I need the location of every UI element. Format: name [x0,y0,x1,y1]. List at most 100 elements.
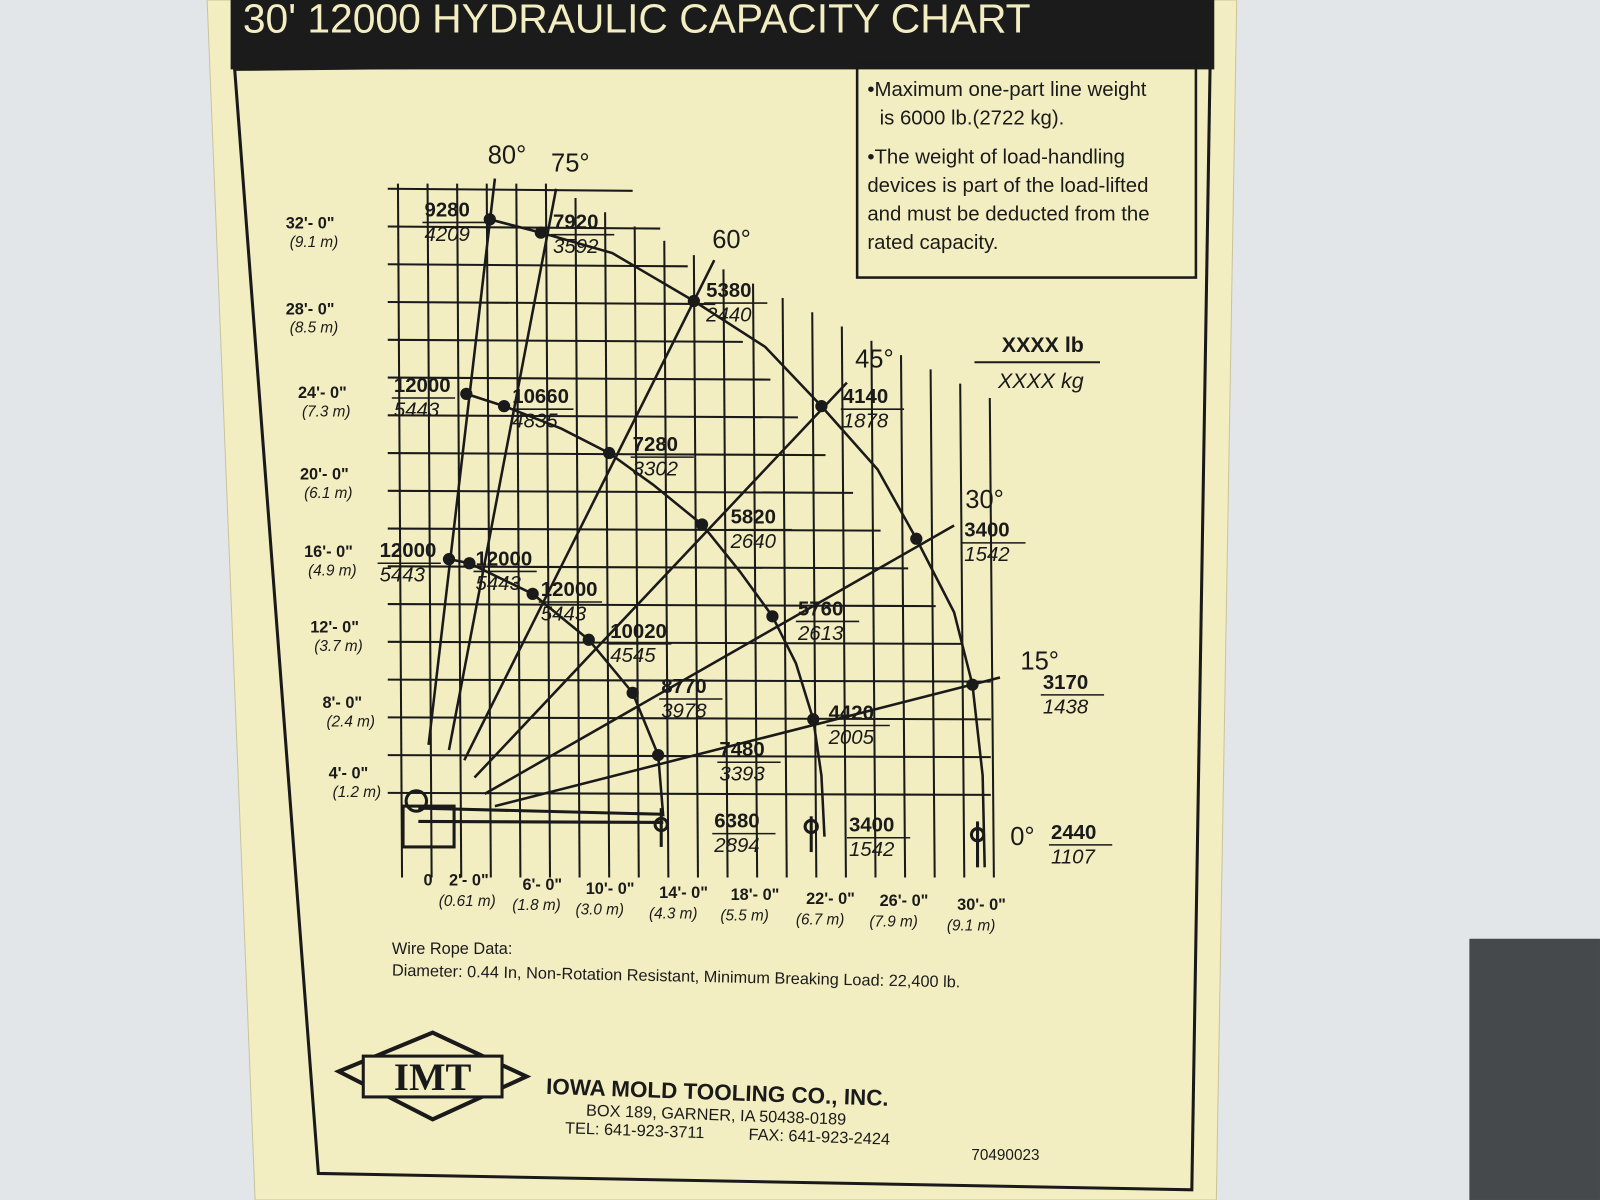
logo-diamond [333,1030,532,1122]
legend-lb: XXXX lb [1002,333,1084,357]
legend-kg: XXXX kg [997,369,1084,393]
y-label-m: (1.2 m) [333,784,381,801]
load-lb: 7280 [633,434,678,456]
company-fax: FAX: 641-923-2424 [748,1126,890,1149]
labels: •Maximum one-part line weight is 6000 lb.… [286,79,1150,935]
x-label-ft: 22'- 0" [806,890,855,908]
load-kg: 1878 [843,411,889,433]
grid-h [387,489,854,494]
title: 30' 12000 HYDRAULIC CAPACITY CHART [243,0,1031,42]
angle-label: 30° [965,486,1004,514]
grid-h [387,338,743,343]
load-lb: 7920 [553,212,598,234]
x-label-m: (1.8 m) [512,897,560,914]
x-label-m: (5.5 m) [720,907,768,924]
wire-rope-heading: Wire Rope Data: [392,940,513,958]
load-point [442,553,456,566]
load-lb: 5820 [731,506,776,528]
angle-label: 80° [488,141,527,169]
y-label-m: (7.3 m) [302,403,350,420]
load-kg: 5443 [476,573,522,595]
load-lb: 9280 [424,199,469,221]
load-kg: 2640 [730,531,777,553]
x-label-m: (9.1 m) [947,918,995,935]
grid-v [899,355,907,878]
logo-box [361,1054,504,1099]
load-kg: 5443 [394,399,440,421]
load-point [497,399,511,413]
y-label-ft: 8'- 0" [322,694,362,712]
angle-label: 45° [855,345,894,373]
load-point [807,713,820,726]
grid-h [387,716,991,721]
x-label-m: (3.0 m) [576,901,624,918]
load-lb: 8770 [661,676,706,698]
grid-h [387,603,936,608]
ray-80 [427,178,497,746]
x-label-m: (6.7 m) [796,911,844,928]
load-lb: 10020 [610,621,667,643]
load-lb: 2440 [1051,822,1096,844]
load-kg: 3978 [661,700,707,722]
grid-v [574,197,581,878]
y-label-ft: 24'- 0" [298,384,347,402]
ray-15 [494,676,1001,808]
y-label-m: (4.9 m) [308,563,356,580]
load-curves [427,178,1001,868]
x-label-m: (0.61 m) [439,893,496,910]
load-lb: 12000 [541,579,598,601]
grid-h [387,414,798,419]
load-point [603,446,616,460]
notes-box [855,61,1198,279]
shadow [1469,938,1600,1200]
load-point [626,686,639,699]
load-kg: 2894 [713,835,759,857]
y-label-ft: 4'- 0" [329,765,369,783]
grid-v [722,269,729,878]
load-point [534,226,547,239]
y-label-ft: 32'- 0" [286,215,335,233]
grid-v [692,255,699,878]
note-line: devices is part of the load-lifted [867,175,1148,197]
note-line: and must be deducted from the [867,203,1149,225]
load-lb: 5760 [798,598,843,620]
grid-v [515,183,522,878]
company-tel: TEL: 641-923-3711 [565,1119,705,1142]
load-lb: 5380 [706,280,751,302]
x-origin: 0 [423,872,432,890]
load-kg: 1438 [1043,696,1089,718]
grid-v [752,283,759,878]
load-lb: 7480 [719,739,764,761]
load-point [652,748,665,762]
angle-label: 15° [1020,647,1059,675]
grid-v [663,240,670,878]
load-lb: 3170 [1043,672,1088,694]
grid-v [988,397,995,878]
load-kg: 2613 [797,623,844,645]
note-line: •Maximum one-part line weight [867,79,1146,101]
y-label-ft: 20'- 0" [300,466,349,484]
grid-h [387,263,688,268]
grid-h [387,301,716,306]
grid-h [387,376,771,381]
load-kg: 2440 [705,304,752,326]
grid-v [929,369,936,878]
ray-45 [473,381,848,779]
grid-v [544,183,552,878]
angle-label: 75° [551,149,590,177]
arc-22ft [465,392,826,837]
load-kg: 1542 [849,839,895,861]
load-kg: 4545 [610,645,656,667]
load-lb: 6380 [714,811,759,833]
load-point [463,557,476,570]
logo: IMT [394,1056,472,1099]
note-line: is 6000 lb.(2722 kg). [880,107,1065,129]
load-kg: 2005 [828,727,875,749]
load-point [766,610,779,623]
arc-30ft [489,218,986,868]
x-label-ft: 14'- 0" [659,884,708,902]
ray-60 [463,259,716,761]
